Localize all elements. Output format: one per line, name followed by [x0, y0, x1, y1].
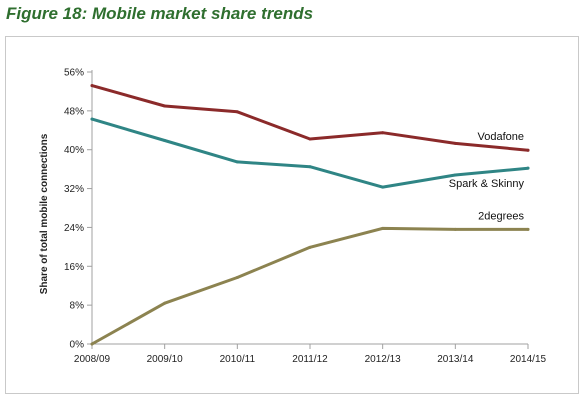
data-point-vodafone: [163, 104, 167, 108]
data-point-2degrees: [381, 226, 385, 230]
x-tick-label: 2013/14: [437, 354, 474, 365]
data-point-vodafone: [381, 131, 385, 135]
data-point-2degrees: [163, 301, 167, 305]
data-point-spark-skinny: [381, 185, 385, 189]
x-tick-label: 2009/10: [147, 354, 184, 365]
chart-frame: Share of total mobile connections 0% 8% 16…: [5, 36, 579, 394]
x-tick-label: 2008/09: [74, 354, 111, 365]
y-tick-label: 32%: [64, 184, 84, 195]
data-point-spark-skinny: [90, 117, 94, 121]
data-point-vodafone: [235, 110, 239, 114]
series-labels: Vodafone Spark & Skinny 2degrees: [449, 131, 525, 222]
series-line-spark-skinny: [90, 117, 530, 189]
x-tick-label: 2011/12: [292, 354, 328, 365]
data-point-2degrees: [90, 342, 94, 346]
data-point-spark-skinny: [453, 173, 457, 177]
y-tick-label: 56%: [64, 68, 84, 79]
series-label-2degrees: 2degrees: [478, 210, 524, 222]
y-tick-label: 48%: [64, 106, 84, 117]
line-chart: Share of total mobile connections 0% 8% 16…: [39, 68, 547, 366]
y-tick-label: 16%: [64, 262, 84, 273]
data-point-2degrees: [526, 227, 530, 231]
data-point-vodafone: [90, 84, 94, 88]
x-tick-label: 2010/11: [220, 354, 256, 365]
y-tick-label: 8%: [70, 301, 85, 312]
x-tick-label: 2014/15: [510, 354, 547, 365]
y-tick-label: 24%: [64, 223, 84, 234]
series-lines: [90, 84, 530, 346]
data-point-vodafone: [308, 137, 312, 141]
data-point-spark-skinny: [308, 165, 312, 169]
data-point-2degrees: [453, 227, 457, 231]
y-tick-label: 40%: [64, 145, 84, 156]
data-point-vodafone: [453, 141, 457, 145]
data-point-2degrees: [308, 245, 312, 249]
data-point-spark-skinny: [235, 160, 239, 164]
axes: 0% 8% 16% 24% 32% 40% 48% 56% 2008/09 2009/10 2010…: [64, 68, 547, 366]
data-point-2degrees: [235, 275, 239, 279]
series-label-spark-skinny: Spark & Skinny: [449, 178, 525, 190]
data-point-vodafone: [526, 148, 530, 152]
data-point-spark-skinny: [163, 138, 167, 142]
y-tick-label: 0%: [70, 340, 85, 351]
figure-title: Figure 18: Mobile market share trends: [6, 4, 314, 23]
x-tick-label: 2012/13: [365, 354, 402, 365]
series-line-2degrees: [90, 226, 530, 346]
data-point-spark-skinny: [526, 166, 530, 170]
y-axis-label: Share of total mobile connections: [39, 133, 50, 294]
series-label-vodafone: Vodafone: [478, 131, 525, 143]
